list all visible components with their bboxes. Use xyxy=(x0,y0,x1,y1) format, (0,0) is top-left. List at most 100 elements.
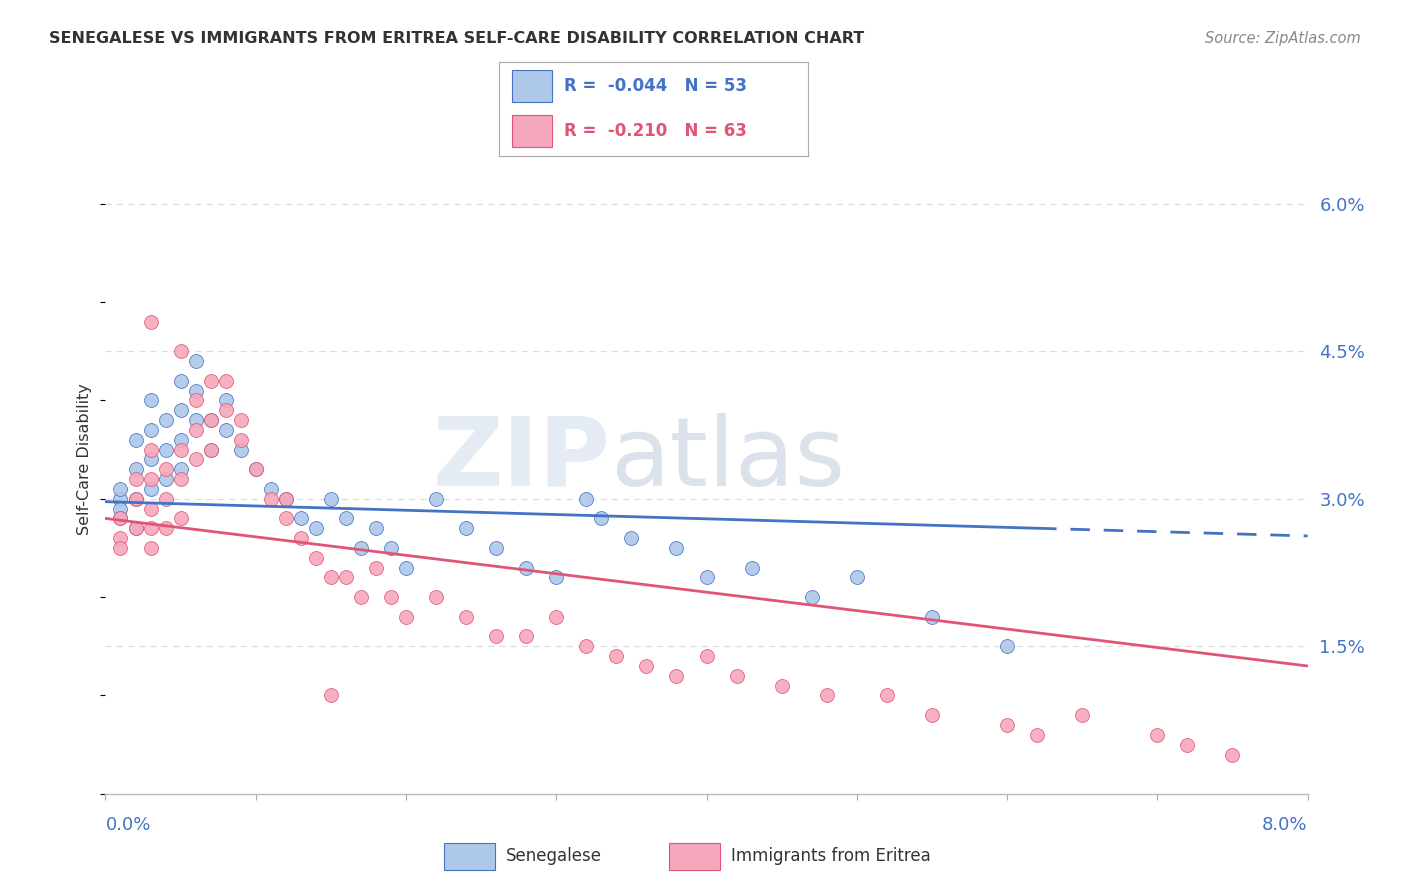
Point xyxy=(741,560,763,574)
Bar xyxy=(444,843,495,870)
Point xyxy=(155,491,177,506)
Point xyxy=(110,491,132,506)
Point xyxy=(485,541,508,555)
Point xyxy=(169,442,191,457)
Point xyxy=(876,689,898,703)
Bar xyxy=(669,843,720,870)
Point xyxy=(124,491,146,506)
Point xyxy=(335,570,357,584)
Text: 8.0%: 8.0% xyxy=(1263,816,1308,834)
Point xyxy=(245,462,267,476)
Point xyxy=(546,609,568,624)
Point xyxy=(696,570,718,584)
Point xyxy=(139,423,162,437)
Point xyxy=(665,669,688,683)
Bar xyxy=(512,70,551,102)
Point xyxy=(139,442,162,457)
Point xyxy=(319,570,342,584)
Point xyxy=(200,413,222,427)
Point xyxy=(1146,728,1168,742)
Point xyxy=(305,550,328,565)
Point xyxy=(274,491,297,506)
Point xyxy=(169,403,191,417)
Point xyxy=(290,531,312,545)
Point xyxy=(110,541,132,555)
Point xyxy=(124,433,146,447)
Point xyxy=(921,708,943,723)
Text: atlas: atlas xyxy=(610,413,845,506)
Point xyxy=(305,521,328,535)
Point xyxy=(110,511,132,525)
Point xyxy=(169,433,191,447)
Point xyxy=(1071,708,1094,723)
Point xyxy=(546,570,568,584)
Point xyxy=(380,590,402,604)
Point xyxy=(319,491,342,506)
Point xyxy=(184,423,207,437)
Point xyxy=(319,689,342,703)
Y-axis label: Self-Care Disability: Self-Care Disability xyxy=(77,384,93,535)
Point xyxy=(575,491,598,506)
Point xyxy=(425,491,447,506)
Point xyxy=(124,521,146,535)
Text: R =  -0.210   N = 63: R = -0.210 N = 63 xyxy=(564,122,747,140)
Point xyxy=(124,521,146,535)
Point xyxy=(921,609,943,624)
Text: Source: ZipAtlas.com: Source: ZipAtlas.com xyxy=(1205,31,1361,46)
Point xyxy=(665,541,688,555)
Point xyxy=(515,630,537,644)
Point xyxy=(139,315,162,329)
Bar xyxy=(512,115,551,147)
Point xyxy=(200,442,222,457)
Point xyxy=(214,423,236,437)
Point xyxy=(155,462,177,476)
Point xyxy=(139,482,162,496)
Point xyxy=(124,462,146,476)
Point xyxy=(214,393,236,408)
Point xyxy=(605,649,627,664)
Point xyxy=(184,384,207,398)
Point xyxy=(290,511,312,525)
Point xyxy=(169,472,191,486)
Point xyxy=(274,491,297,506)
Point xyxy=(696,649,718,664)
Point xyxy=(200,442,222,457)
Point xyxy=(845,570,868,584)
Point xyxy=(214,374,236,388)
Point xyxy=(169,344,191,359)
Point xyxy=(110,531,132,545)
Point xyxy=(395,560,418,574)
Point xyxy=(815,689,838,703)
Point xyxy=(200,374,222,388)
Point xyxy=(995,640,1018,654)
Point xyxy=(155,521,177,535)
Point xyxy=(1175,738,1198,752)
Point xyxy=(770,679,793,693)
Point xyxy=(454,609,477,624)
Point xyxy=(200,413,222,427)
Point xyxy=(636,659,658,673)
Point xyxy=(139,541,162,555)
Point xyxy=(395,609,418,624)
Point xyxy=(364,521,387,535)
Point xyxy=(1026,728,1049,742)
Point xyxy=(260,491,283,506)
Point xyxy=(575,640,598,654)
Point xyxy=(454,521,477,535)
Point xyxy=(591,511,613,525)
Text: ZIP: ZIP xyxy=(433,413,610,506)
Point xyxy=(139,452,162,467)
Point xyxy=(350,541,373,555)
Point xyxy=(139,393,162,408)
Point xyxy=(110,501,132,516)
Point xyxy=(214,403,236,417)
Point xyxy=(800,590,823,604)
Point xyxy=(155,413,177,427)
Point xyxy=(260,482,283,496)
Point xyxy=(364,560,387,574)
Point xyxy=(184,393,207,408)
Point xyxy=(110,482,132,496)
Text: Immigrants from Eritrea: Immigrants from Eritrea xyxy=(731,847,931,865)
Point xyxy=(229,433,252,447)
Point xyxy=(184,452,207,467)
